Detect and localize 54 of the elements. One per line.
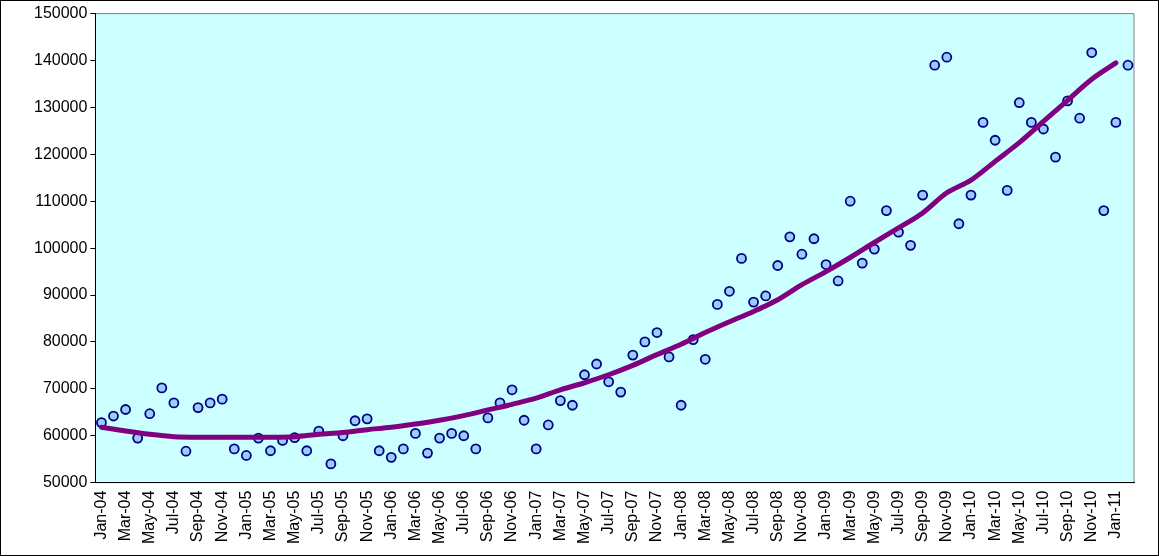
x-tick-label: May-10 [1009,490,1027,545]
x-tick-label: May-05 [285,490,303,545]
x-tick-label: May-04 [140,490,158,545]
x-tick-label: May-09 [864,490,882,545]
x-tick-label: Nov-06 [502,490,520,543]
y-tick-label: 150000 [34,4,88,22]
x-tick-label: Nov-10 [1082,490,1100,543]
x-tick-label: Sep-09 [913,490,931,543]
x-tick-label: Jan-10 [961,490,979,540]
x-tick-label: May-08 [719,490,737,545]
x-tick-label: Jan-05 [236,490,254,540]
x-tick-label: Sep-04 [188,490,206,543]
y-tick-label: 110000 [35,191,88,209]
x-tick-label: Nov-04 [212,490,230,543]
y-tick-label: 70000 [42,379,88,397]
y-tick-label: 130000 [34,97,88,115]
x-tick-label: Sep-05 [333,490,351,543]
y-tick-label: 100000 [34,238,88,256]
x-tick-label: Jan-06 [381,490,399,540]
x-tick-label: Mar-04 [115,490,133,542]
x-tick-label: Nov-07 [647,490,665,543]
x-tick-label: Nov-08 [792,490,810,543]
x-tick-label: Mar-09 [840,490,858,542]
y-tick-label: 140000 [34,50,88,68]
x-tick-label: Jan-08 [671,490,689,540]
x-tick-label: Jul-10 [1033,490,1051,535]
x-tick-label: Jul-06 [454,490,472,535]
y-tick-label: 60000 [42,426,88,444]
x-tick-label: Jan-07 [526,490,544,540]
x-tick-label: Jan-09 [816,490,834,540]
x-tick-label: Jul-09 [888,490,906,535]
y-tick-label: 120000 [34,144,88,162]
y-tick-label: 50000 [42,473,88,491]
x-tick-label: Jul-05 [309,490,327,535]
x-tick-label: Sep-06 [478,490,496,543]
x-tick-label: Sep-08 [768,490,786,543]
y-tick-label: 80000 [42,332,88,350]
x-tick-label: Sep-10 [1057,490,1075,543]
x-tick-label: Jul-04 [164,490,182,535]
x-tick-label: May-07 [574,490,592,545]
x-tick-label: Jul-08 [743,490,761,535]
x-tick-label: Jul-07 [599,490,617,535]
x-tick-label: Nov-05 [357,490,375,543]
x-tick-label: Mar-07 [550,490,568,542]
x-tick-label: Mar-08 [695,490,713,542]
x-tick-label: May-06 [429,490,447,545]
x-tick-label: Mar-05 [260,490,278,542]
x-tick-label: Jan-11 [1106,490,1124,539]
x-tick-label: Sep-07 [623,490,641,543]
x-tick-label: Jan-04 [91,490,109,540]
x-tick-label: Mar-06 [405,490,423,542]
x-tick-label: Nov-09 [937,490,955,543]
y-tick-label: 90000 [42,285,88,303]
x-tick-label: Mar-10 [985,490,1003,542]
